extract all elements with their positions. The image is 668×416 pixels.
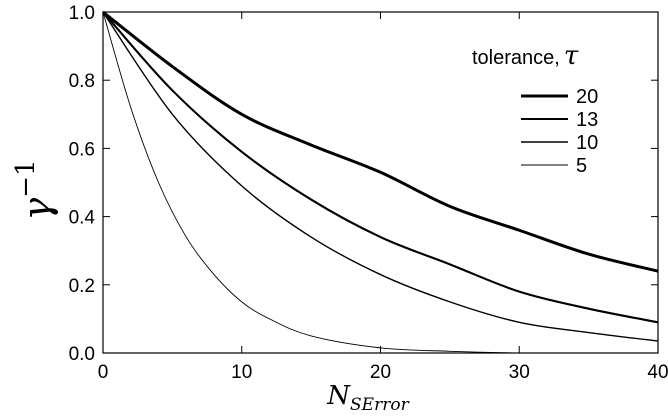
series-line-5 bbox=[102, 11, 658, 354]
x-tick-label: 0 bbox=[98, 362, 109, 383]
y-tick-label: 0.8 bbox=[69, 71, 95, 92]
plot-area bbox=[102, 11, 659, 354]
x-axis-ticks: 0 10 20 30 40 bbox=[98, 12, 668, 383]
y-axis-label-symbol: γ bbox=[15, 198, 59, 221]
y-tick-label: 0.2 bbox=[69, 276, 95, 297]
y-tick-label: 0.0 bbox=[69, 344, 95, 365]
y-tick-label: 1.0 bbox=[69, 3, 95, 24]
legend-label-5: 5 bbox=[576, 155, 587, 177]
series-lines bbox=[102, 10, 659, 354]
series-line-13 bbox=[102, 11, 659, 324]
legend-label-20: 20 bbox=[576, 86, 598, 108]
legend-label-13: 13 bbox=[576, 109, 598, 131]
legend-label-10: 10 bbox=[576, 132, 598, 154]
y-axis-label: γ−1 bbox=[11, 159, 59, 220]
x-axis-label-subscript: SError bbox=[350, 395, 410, 415]
series-line-10 bbox=[102, 11, 659, 342]
legend-title: tolerance, τ bbox=[472, 41, 579, 71]
y-axis-label-superscript: −1 bbox=[11, 159, 41, 197]
y-tick-label: 0.6 bbox=[69, 139, 95, 160]
legend-title-symbol: τ bbox=[564, 41, 579, 71]
y-tick-label: 0.4 bbox=[69, 208, 96, 229]
x-tick-label: 40 bbox=[647, 362, 668, 383]
x-tick-label: 20 bbox=[370, 362, 391, 383]
series-line-20 bbox=[102, 10, 659, 273]
x-tick-label: 10 bbox=[231, 362, 252, 383]
x-tick-label: 30 bbox=[509, 362, 530, 383]
x-axis-label-symbol: N bbox=[326, 381, 351, 411]
x-axis-label: NSError bbox=[326, 381, 409, 415]
